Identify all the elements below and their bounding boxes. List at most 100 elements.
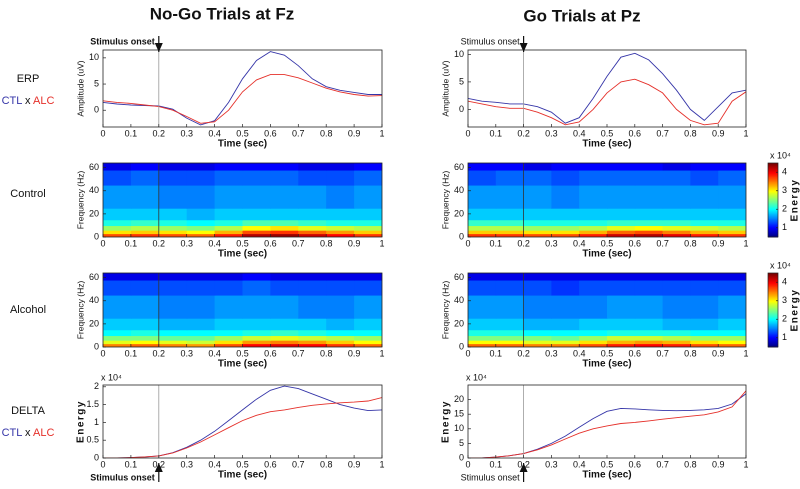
x-tick-label: 1	[379, 128, 384, 138]
x-tick-label: 0.8	[320, 459, 333, 469]
colorbar-slice	[768, 290, 778, 292]
y-tick-label: 5	[459, 76, 464, 86]
plot-area	[103, 273, 382, 347]
heat-cell	[690, 230, 719, 235]
heat-cell	[298, 163, 327, 171]
heat-cell	[326, 329, 355, 337]
x-axis-label: Time (sec)	[582, 249, 631, 260]
colorbar-tick-label: 1	[782, 332, 787, 342]
colorbar-slice	[768, 169, 778, 171]
colorbar-slice	[768, 201, 778, 203]
heat-cell	[214, 230, 244, 235]
heat-cell	[130, 230, 160, 235]
heat-cell	[579, 273, 608, 281]
heat-cell	[718, 329, 746, 337]
colorbar-slice	[768, 209, 778, 212]
colorbar-slice	[768, 234, 778, 237]
heat-cell	[103, 225, 132, 231]
y-tick-label: 15	[454, 409, 464, 419]
heat-cell	[214, 279, 244, 296]
series-line	[103, 385, 382, 458]
heat-cell	[523, 169, 552, 186]
colorbar-tick-label: 3	[782, 185, 787, 195]
plot-area	[103, 51, 382, 126]
heat-cell	[214, 225, 244, 231]
colorbar-slice	[768, 232, 778, 234]
legend-joiner: x	[25, 95, 31, 107]
series-line	[103, 51, 382, 126]
heat-cell	[495, 273, 525, 281]
x-tick-label: 0.1	[125, 238, 138, 248]
colorbar-slice	[768, 342, 778, 344]
heat-cell	[298, 329, 327, 337]
heat-cell	[326, 318, 355, 331]
series-line	[468, 78, 746, 126]
x-tick-label: 0.3	[180, 128, 193, 138]
colorbar-slice	[768, 301, 778, 304]
heat-cell	[523, 233, 552, 237]
heat-cell	[495, 208, 525, 221]
heat-cell	[551, 343, 580, 347]
x-tick-label: 1	[743, 128, 748, 138]
colorbar-multiplier: x 10⁴	[770, 260, 791, 270]
heat-cell	[579, 184, 608, 209]
colorbar-slice	[768, 229, 778, 232]
x-tick-label: 1	[379, 238, 384, 248]
annotation-arrow-head	[154, 43, 163, 52]
colorbar-slice	[768, 334, 778, 337]
heat-cell	[634, 329, 664, 337]
heat-cell	[523, 335, 552, 341]
heat-cell	[103, 329, 132, 337]
y-axis-label: Amplitude (uV)	[75, 60, 85, 116]
heat-cell	[468, 230, 497, 235]
heat-cell	[495, 294, 525, 319]
heat-cell	[242, 208, 271, 221]
y-multiplier: x 10⁴	[466, 372, 487, 382]
colorbar-tick-label: 2	[782, 204, 787, 214]
heat-cell	[495, 335, 525, 341]
colorbar-slice	[768, 217, 778, 219]
heat-cell	[607, 184, 636, 209]
heat-cell	[130, 273, 160, 281]
heat-cell	[551, 230, 580, 235]
colorbar-multiplier: x 10⁴	[770, 150, 791, 160]
heat-cell	[718, 335, 746, 341]
heat-cell	[130, 279, 160, 296]
colorbar-slice	[768, 163, 778, 165]
x-tick-label: 0.9	[348, 348, 361, 358]
heat-cell	[242, 343, 271, 347]
heat-cell	[270, 273, 299, 281]
heat-cell	[690, 340, 719, 345]
colorbar-slice	[768, 230, 778, 233]
heat-cell	[186, 335, 216, 341]
x-tick-label: 0.4	[208, 128, 221, 138]
heat-cell	[103, 273, 132, 281]
heat-cell	[130, 184, 160, 209]
heat-cell	[690, 318, 719, 331]
heat-cell	[158, 343, 188, 347]
colorbar-slice	[768, 213, 778, 216]
x-tick-label: 0.3	[545, 348, 558, 358]
x-tick-label: 1	[379, 459, 384, 469]
x-tick-label: 1	[379, 348, 384, 358]
heat-cell	[607, 343, 636, 347]
colorbar-slice	[768, 188, 778, 191]
colorbar-slice	[768, 165, 778, 168]
x-tick-label: 0	[465, 238, 470, 248]
heat-cell	[523, 208, 552, 221]
plot-area	[468, 273, 746, 347]
heat-cell	[214, 294, 244, 319]
heat-cell	[495, 219, 525, 227]
y-tick-label: 20	[454, 208, 464, 218]
heat-cell	[718, 219, 746, 227]
heat-cell	[158, 335, 188, 341]
series-line	[103, 397, 382, 458]
colorbar-slice	[768, 195, 778, 197]
heat-cell	[158, 219, 188, 227]
colorbar-slice	[768, 314, 778, 317]
heat-cell	[662, 340, 691, 345]
heat-cell	[130, 169, 160, 186]
heat-cell	[634, 163, 664, 171]
heat-cell	[662, 273, 691, 281]
x-tick-label: 0.1	[125, 459, 138, 469]
